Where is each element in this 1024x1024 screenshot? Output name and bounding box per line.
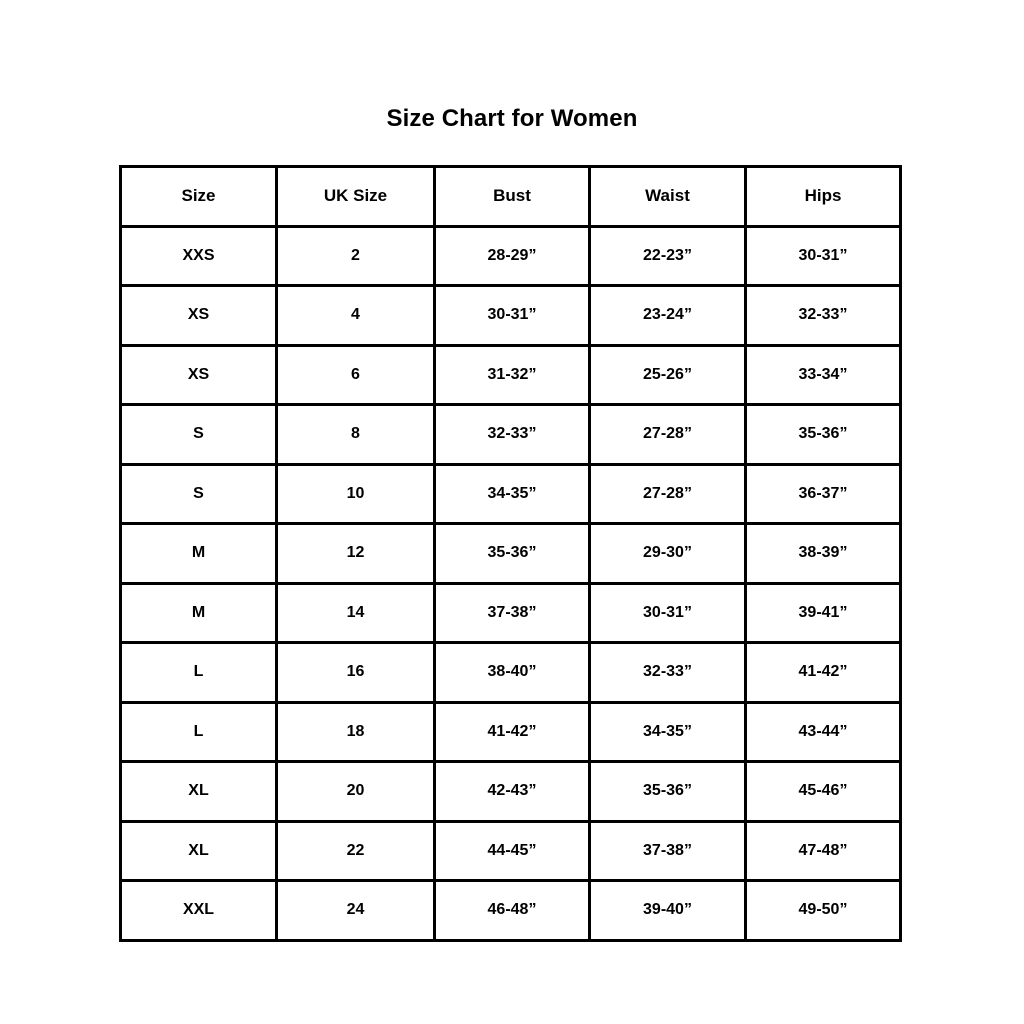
cell-bust: 34-35”: [433, 462, 591, 525]
cell-bust: 28-29”: [433, 224, 591, 287]
table-header-row: Size UK Size Bust Waist Hips: [119, 165, 902, 228]
column-header-bust: Bust: [433, 165, 591, 228]
table-row: XXS 2 28-29” 22-23” 30-31”: [119, 224, 902, 287]
cell-size: XXS: [119, 224, 278, 287]
cell-bust: 46-48”: [433, 879, 591, 942]
cell-size: XL: [119, 819, 278, 882]
cell-hips: 32-33”: [744, 284, 902, 347]
cell-waist: 30-31”: [588, 581, 747, 644]
cell-uk-size: 8: [275, 403, 436, 466]
cell-uk-size: 18: [275, 700, 436, 763]
cell-uk-size: 2: [275, 224, 436, 287]
cell-bust: 44-45”: [433, 819, 591, 882]
cell-uk-size: 16: [275, 641, 436, 704]
cell-hips: 38-39”: [744, 522, 902, 585]
cell-waist: 32-33”: [588, 641, 747, 704]
cell-size: L: [119, 641, 278, 704]
cell-hips: 30-31”: [744, 224, 902, 287]
cell-uk-size: 22: [275, 819, 436, 882]
cell-waist: 25-26”: [588, 343, 747, 406]
cell-uk-size: 14: [275, 581, 436, 644]
cell-hips: 39-41”: [744, 581, 902, 644]
table-header: Size UK Size Bust Waist Hips: [119, 165, 902, 228]
cell-uk-size: 24: [275, 879, 436, 942]
cell-hips: 45-46”: [744, 760, 902, 823]
cell-hips: 49-50”: [744, 879, 902, 942]
cell-waist: 34-35”: [588, 700, 747, 763]
table-row: L 16 38-40” 32-33” 41-42”: [119, 641, 902, 704]
column-header-uk-size: UK Size: [275, 165, 436, 228]
size-chart-table: Size UK Size Bust Waist Hips XXS 2 28-29…: [119, 165, 902, 942]
table-row: XS 6 31-32” 25-26” 33-34”: [119, 343, 902, 406]
column-header-waist: Waist: [588, 165, 747, 228]
cell-size: XXL: [119, 879, 278, 942]
table-row: M 14 37-38” 30-31” 39-41”: [119, 581, 902, 644]
table-row: XXL 24 46-48” 39-40” 49-50”: [119, 879, 902, 942]
cell-bust: 31-32”: [433, 343, 591, 406]
cell-hips: 41-42”: [744, 641, 902, 704]
cell-waist: 23-24”: [588, 284, 747, 347]
cell-bust: 32-33”: [433, 403, 591, 466]
cell-size: M: [119, 522, 278, 585]
table-row: M 12 35-36” 29-30” 38-39”: [119, 522, 902, 585]
table-row: S 10 34-35” 27-28” 36-37”: [119, 462, 902, 525]
cell-bust: 30-31”: [433, 284, 591, 347]
cell-size: S: [119, 462, 278, 525]
column-header-size: Size: [119, 165, 278, 228]
cell-bust: 35-36”: [433, 522, 591, 585]
cell-waist: 39-40”: [588, 879, 747, 942]
table-row: L 18 41-42” 34-35” 43-44”: [119, 700, 902, 763]
cell-size: S: [119, 403, 278, 466]
cell-bust: 41-42”: [433, 700, 591, 763]
cell-bust: 42-43”: [433, 760, 591, 823]
cell-waist: 27-28”: [588, 403, 747, 466]
cell-size: XS: [119, 284, 278, 347]
cell-uk-size: 20: [275, 760, 436, 823]
cell-uk-size: 10: [275, 462, 436, 525]
page-title: Size Chart for Women: [386, 105, 638, 132]
cell-hips: 43-44”: [744, 700, 902, 763]
table-row: S 8 32-33” 27-28” 35-36”: [119, 403, 902, 466]
cell-waist: 27-28”: [588, 462, 747, 525]
cell-size: XS: [119, 343, 278, 406]
cell-uk-size: 6: [275, 343, 436, 406]
table-row: XL 20 42-43” 35-36” 45-46”: [119, 760, 902, 823]
cell-hips: 47-48”: [744, 819, 902, 882]
cell-hips: 36-37”: [744, 462, 902, 525]
cell-hips: 35-36”: [744, 403, 902, 466]
cell-waist: 29-30”: [588, 522, 747, 585]
table-body: XXS 2 28-29” 22-23” 30-31” XS 4 30-31” 2…: [119, 224, 902, 942]
cell-uk-size: 4: [275, 284, 436, 347]
cell-bust: 37-38”: [433, 581, 591, 644]
cell-waist: 22-23”: [588, 224, 747, 287]
column-header-hips: Hips: [744, 165, 902, 228]
cell-uk-size: 12: [275, 522, 436, 585]
cell-hips: 33-34”: [744, 343, 902, 406]
cell-size: XL: [119, 760, 278, 823]
table-row: XS 4 30-31” 23-24” 32-33”: [119, 284, 902, 347]
size-chart-table-container: Size UK Size Bust Waist Hips XXS 2 28-29…: [119, 165, 902, 942]
table-row: XL 22 44-45” 37-38” 47-48”: [119, 819, 902, 882]
cell-size: M: [119, 581, 278, 644]
cell-waist: 37-38”: [588, 819, 747, 882]
cell-waist: 35-36”: [588, 760, 747, 823]
cell-size: L: [119, 700, 278, 763]
cell-bust: 38-40”: [433, 641, 591, 704]
